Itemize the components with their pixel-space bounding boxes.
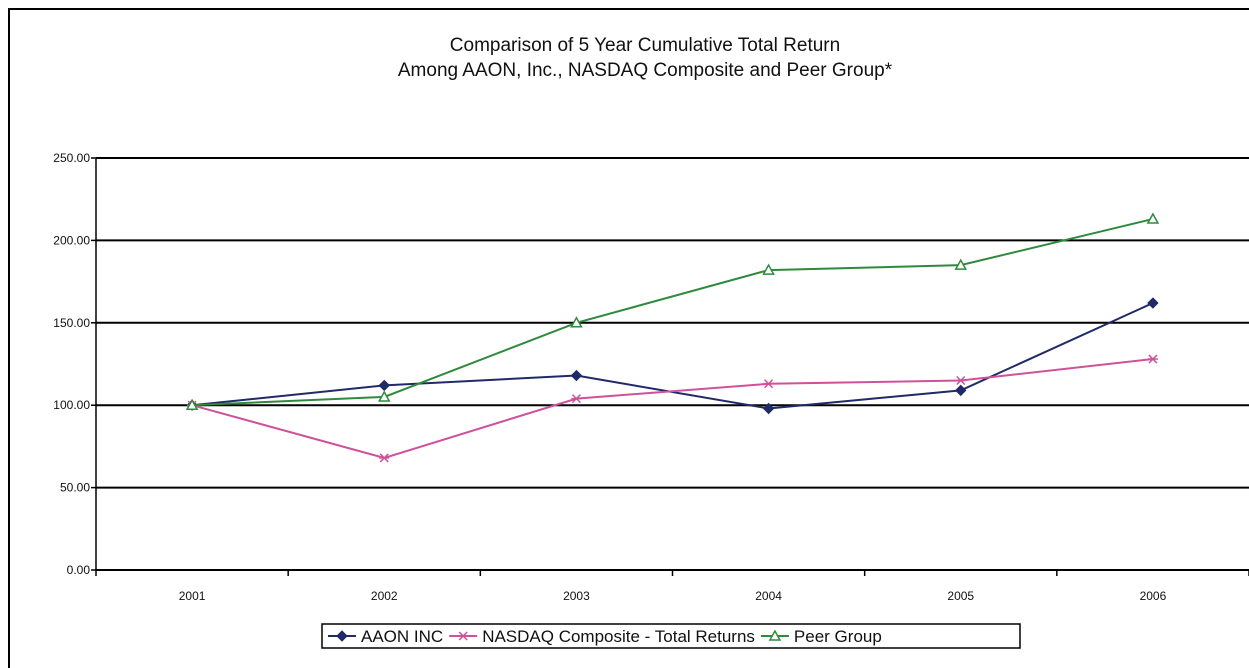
series-line-1 [191,358,1154,459]
series-2-point-2002 [377,390,391,402]
series-line-0 [191,302,1154,410]
legend-swatch-marker-0 [336,630,348,642]
series-1-point-2004 [763,379,774,389]
legend-swatch-marker-2 [768,629,782,641]
x-tick-label-2004: 2004 [755,589,782,603]
legend-label-0: AAON INC [361,627,443,646]
legend-label-1: NASDAQ Composite - Total Returns [482,627,755,646]
legend-label-2: Peer Group [794,627,882,646]
line-chart: 0.00 50.00 100.00 150.00 200.00 250.00 2001 200… [53,151,1249,649]
x-tick-label-2001: 2001 [179,589,206,603]
chart-title-line2: Among AAON, Inc., NASDAQ Composite and P… [397,60,893,81]
chart-frame [8,8,1249,668]
series-1-point-2003 [571,394,582,404]
series-0-point-2002 [378,379,390,392]
x-tick-label-2006: 2006 [1140,589,1167,603]
legend-box [321,623,1021,649]
y-tick-label: 150.00 [53,316,90,330]
x-tick-label-2002: 2002 [371,589,398,603]
series-2-point-2006 [1146,212,1160,224]
x-tick-label-2003: 2003 [563,589,590,603]
y-tick-label: 200.00 [53,233,90,247]
series-line-2 [192,218,1154,407]
series-1-point-2002 [379,453,390,463]
x-tick-label-2005: 2005 [947,589,974,603]
y-tick-label: 100.00 [53,398,90,412]
series-2-point-2003 [570,316,583,328]
series-1-point-2005 [955,375,966,386]
y-tick-label: 0.00 [67,563,91,577]
series-0-point-2006 [1147,297,1159,309]
series-0-point-2005 [955,384,967,397]
series-2-point-2001 [185,398,199,410]
series-0-point-2003 [570,369,583,382]
y-tick-label: 50.00 [60,481,90,495]
series-1-point-2006 [1147,354,1158,364]
y-tick-label: 250.00 [53,151,90,165]
series-0-point-2004 [762,402,775,415]
legend-swatch-marker-1 [458,631,469,641]
series-2-point-2004 [762,263,775,275]
series-2-point-2005 [954,258,968,270]
chart-title-line1: Comparison of 5 Year Cumulative Total Re… [449,35,841,56]
